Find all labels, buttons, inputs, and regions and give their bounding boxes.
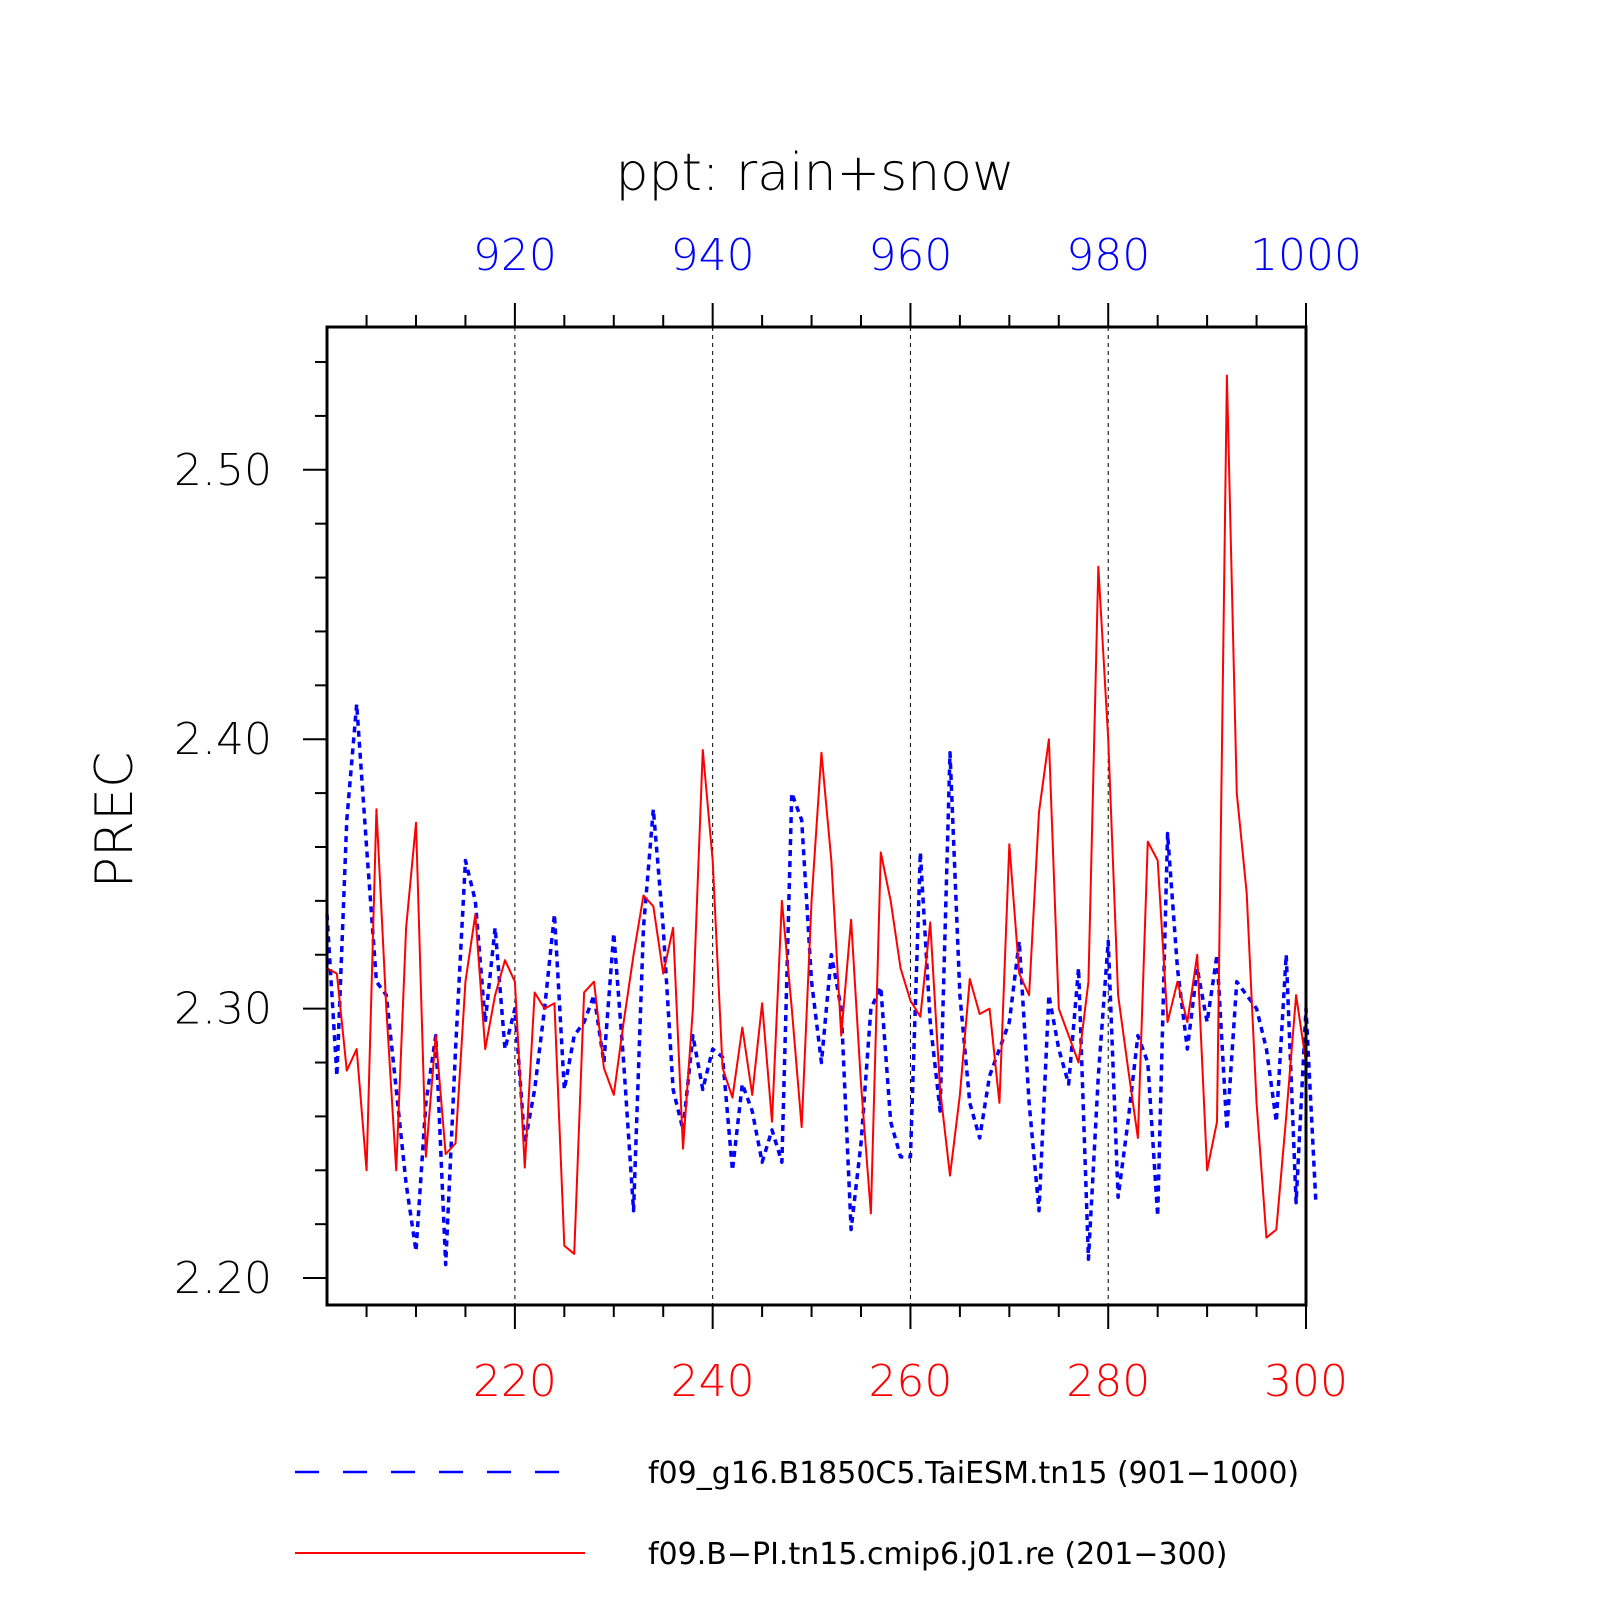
legend: f09_g16.B1850C5.TaiESM.tn15 (901−1000) f… bbox=[295, 1456, 1299, 1572]
legend-label-bpi: f09.B−PI.tn15.cmip6.j01.re (201−300) bbox=[648, 1537, 1227, 1572]
x-top-tick-label: 940 bbox=[671, 230, 755, 281]
x-top-tick-label: 960 bbox=[868, 230, 952, 281]
y-tick-label: 2.50 bbox=[174, 445, 272, 496]
x-bottom-tick-label: 300 bbox=[1264, 1356, 1348, 1407]
x-top-tick-label: 1000 bbox=[1250, 230, 1362, 281]
grid-lines bbox=[514, 327, 1109, 1305]
x-bottom-tick-label: 240 bbox=[671, 1356, 755, 1407]
x-bottom-tick-label: 220 bbox=[473, 1356, 557, 1407]
y-tick-label: 2.30 bbox=[174, 984, 272, 1035]
y-tick-label: 2.40 bbox=[174, 714, 272, 765]
series-line-taiesm bbox=[325, 702, 1318, 1267]
series-line-bpi bbox=[326, 374, 1307, 1255]
x-top-tick-label: 980 bbox=[1066, 230, 1150, 281]
x-top-tick-label: 920 bbox=[473, 230, 557, 281]
legend-label-taiesm: f09_g16.B1850C5.TaiESM.tn15 (901−1000) bbox=[648, 1456, 1299, 1491]
plot-frame bbox=[325, 325, 1308, 1307]
x-bottom-tick-label: 280 bbox=[1066, 1356, 1150, 1407]
y-tick-label: 2.20 bbox=[174, 1253, 272, 1304]
x-bottom-tick-label: 260 bbox=[868, 1356, 952, 1407]
y-axis-label: PREC bbox=[85, 752, 145, 889]
series-lines bbox=[325, 374, 1318, 1267]
chart-title: ppt: rain+snow bbox=[615, 143, 1014, 203]
axes: 2.20 2.30 2.40 2.50 220 240 260 280 300 920 940 960… bbox=[174, 230, 1362, 1407]
